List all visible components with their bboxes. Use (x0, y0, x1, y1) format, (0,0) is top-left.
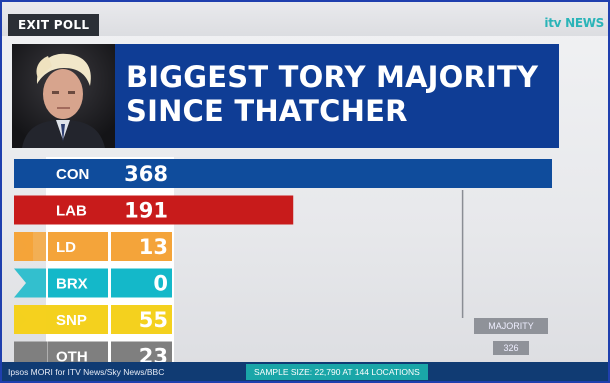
portrait-image (12, 44, 115, 148)
bar-stub-brx (14, 268, 46, 298)
seat-value-ld: 13 (139, 235, 168, 259)
party-label-ld: LD (56, 239, 76, 256)
sample-size: SAMPLE SIZE: 22,790 AT 144 LOCATIONS (246, 364, 428, 380)
party-cell-lab (48, 195, 108, 225)
bar-stub-lab (14, 195, 46, 225)
headline-line-2: SINCE THATCHER (126, 94, 408, 128)
source-credit: Ipsos MORI for ITV News/Sky News/BBC (8, 367, 165, 377)
party-label-con: CON (56, 166, 89, 183)
bar-stub-ld (14, 232, 46, 261)
majority-value: 326 (493, 341, 529, 355)
party-cell-ld (48, 232, 108, 261)
party-cell-brx (48, 268, 108, 298)
majority-label: MAJORITY (474, 318, 548, 334)
party-label-lab: LAB (56, 203, 87, 220)
exit-poll-tag: EXIT POLL (8, 14, 100, 36)
itv-news-logo: itv NEWS (544, 16, 604, 30)
label-column-frame (46, 157, 174, 378)
party-label-brx: BRX (56, 276, 88, 293)
seat-value-lab: 191 (124, 199, 168, 223)
headline-line-1: BIGGEST TORY MAJORITY (126, 60, 539, 94)
seat-value-con: 368 (124, 162, 168, 186)
top-bar (2, 2, 608, 36)
seat-value-brx: 0 (153, 272, 168, 296)
party-cell-con (48, 159, 108, 188)
party-label-snp: SNP (56, 312, 87, 329)
party-cell-snp (48, 305, 108, 334)
bar-stub-con (14, 159, 46, 188)
seat-value-snp: 55 (139, 308, 168, 332)
value-cell-lab (111, 195, 172, 225)
bar-stub-snp (14, 305, 46, 334)
party-label-oth: OTH (56, 349, 88, 366)
value-cell-brx (111, 268, 172, 298)
value-cell-snp (111, 305, 172, 334)
value-cell-con (111, 159, 172, 188)
headline: BIGGEST TORY MAJORITY SINCE THATCHER (126, 60, 556, 128)
value-cell-ld (111, 232, 172, 261)
portrait-icon (22, 53, 105, 148)
